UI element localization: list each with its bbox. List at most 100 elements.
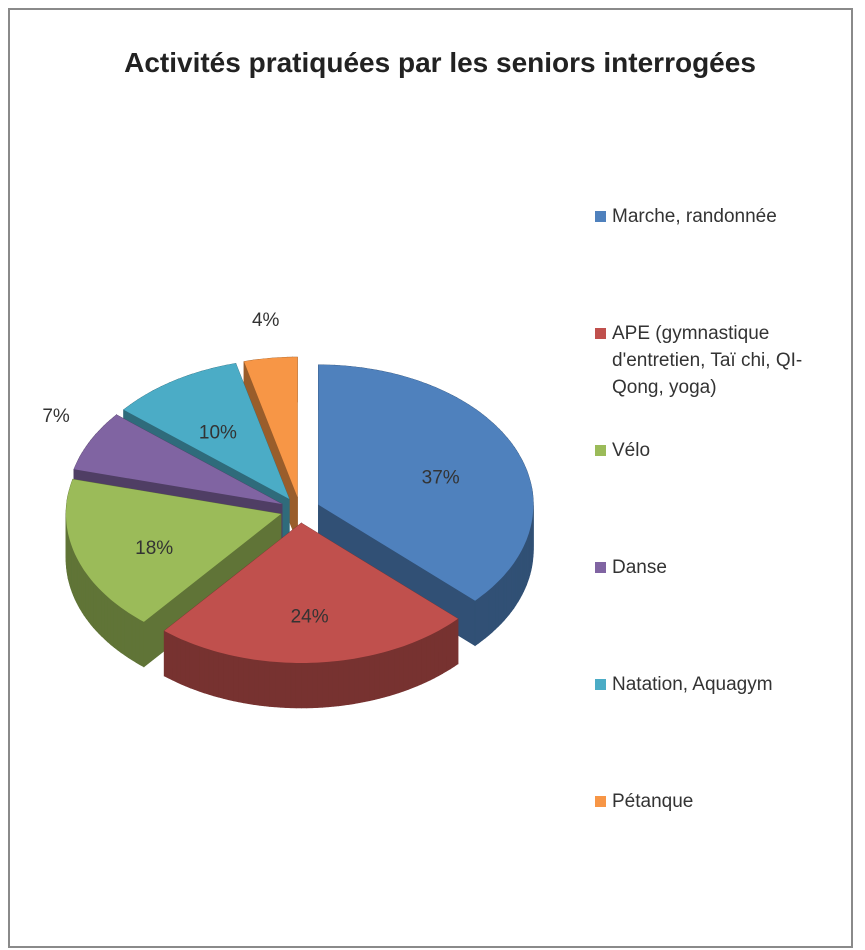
- slice: [73, 414, 283, 505]
- slice-side: [128, 612, 133, 661]
- slice-side: [494, 580, 499, 631]
- legend-swatch: [595, 796, 606, 807]
- legend-label: Pétanque: [612, 791, 694, 812]
- legend-entry: APE (gymnastique d'entretien, Taï chi, Q…: [595, 320, 842, 401]
- slice-side: [412, 640, 418, 689]
- slice-side: [107, 596, 112, 646]
- slice-side: [238, 656, 244, 704]
- legend-label: Marche, randonnée: [612, 206, 777, 227]
- slice-side: [497, 577, 502, 628]
- slice-side: [383, 650, 390, 698]
- slice-side: [513, 558, 517, 610]
- slice-side: [95, 584, 100, 635]
- legend-entry: Pétanque: [595, 788, 842, 815]
- legend-swatch: [595, 211, 606, 222]
- slice-side: [85, 572, 89, 623]
- slice-side: [374, 653, 380, 700]
- legend-label: Natation, Aquagym: [612, 674, 773, 695]
- slice-side: [416, 638, 422, 687]
- slice-side: [438, 627, 444, 677]
- slice-side: [104, 593, 108, 643]
- slice-side: [98, 587, 102, 638]
- data-label: 7%: [42, 406, 70, 427]
- slice-side: [485, 589, 490, 639]
- slice-side: [248, 658, 255, 705]
- data-label: 4%: [252, 310, 280, 331]
- slice-side: [180, 638, 186, 687]
- slice-group: [65, 478, 282, 668]
- slice-side: [135, 616, 141, 666]
- slice-side: [478, 594, 483, 644]
- slice-side: [279, 661, 286, 708]
- slice-side: [317, 661, 324, 708]
- slice-side: [199, 645, 205, 694]
- slice-side: [101, 590, 105, 640]
- slice-side: [421, 636, 427, 685]
- legend-swatch: [595, 562, 606, 573]
- slice-side: [264, 660, 271, 707]
- slice-side: [258, 659, 265, 707]
- slice-side: [168, 632, 173, 681]
- slice-side: [285, 662, 292, 709]
- slice-side: [403, 644, 409, 692]
- slice-side: [117, 604, 122, 654]
- slice-side: [139, 619, 145, 668]
- slice-side: [176, 636, 182, 685]
- slice-side: [90, 578, 94, 629]
- slice-side: [481, 592, 487, 642]
- slice-side: [124, 609, 129, 659]
- chart-frame: [8, 8, 853, 948]
- data-label: 24%: [291, 607, 329, 628]
- slice-side: [474, 597, 480, 647]
- legend-entry: Natation, Aquagym: [595, 671, 842, 698]
- slice-side: [515, 555, 519, 606]
- legend-entry: Vélo: [595, 437, 842, 464]
- slice-side: [295, 662, 302, 709]
- slice-side: [274, 661, 281, 708]
- slice-side: [488, 586, 493, 636]
- slice-side: [233, 655, 239, 703]
- legend-label: Danse: [612, 557, 667, 578]
- legend-swatch: [595, 328, 606, 339]
- slice-group: [318, 364, 534, 647]
- slice-side: [388, 648, 395, 697]
- data-label: 18%: [135, 538, 173, 559]
- slice-side: [290, 662, 297, 709]
- slice-side: [453, 618, 459, 667]
- slice-side: [243, 657, 250, 705]
- slice-side: [450, 620, 455, 670]
- slice-side: [348, 658, 355, 705]
- slice-side: [208, 648, 214, 697]
- slice-side: [322, 661, 329, 708]
- chart-title: Activités pratiquées par les seniors int…: [124, 47, 756, 78]
- legend-swatch: [595, 679, 606, 690]
- slice-side: [131, 614, 137, 663]
- legend-entry: Marche, randonnée: [595, 203, 842, 230]
- slice-side: [511, 562, 515, 613]
- slice-side: [446, 623, 451, 672]
- slice-side: [338, 659, 345, 707]
- legend-swatch: [595, 445, 606, 456]
- slice-side: [213, 650, 219, 698]
- slice-side: [369, 654, 375, 702]
- slice-side: [434, 630, 439, 679]
- slice-side: [88, 575, 92, 626]
- slice-side: [189, 642, 196, 691]
- slice-side: [218, 651, 224, 699]
- slice-side: [398, 645, 404, 694]
- slice-side: [163, 630, 169, 679]
- slice: [66, 479, 281, 622]
- slice-side: [425, 634, 431, 683]
- slice-side: [306, 662, 313, 709]
- slice-side: [327, 661, 334, 708]
- slice-side: [253, 659, 260, 706]
- slice-side: [407, 642, 414, 690]
- slice-side: [311, 662, 318, 709]
- slice-side: [506, 568, 510, 619]
- slice-side: [203, 647, 210, 695]
- slice-side: [491, 583, 496, 633]
- slice-side: [393, 647, 400, 695]
- legend-label: Vélo: [612, 440, 651, 461]
- slice: [164, 523, 458, 663]
